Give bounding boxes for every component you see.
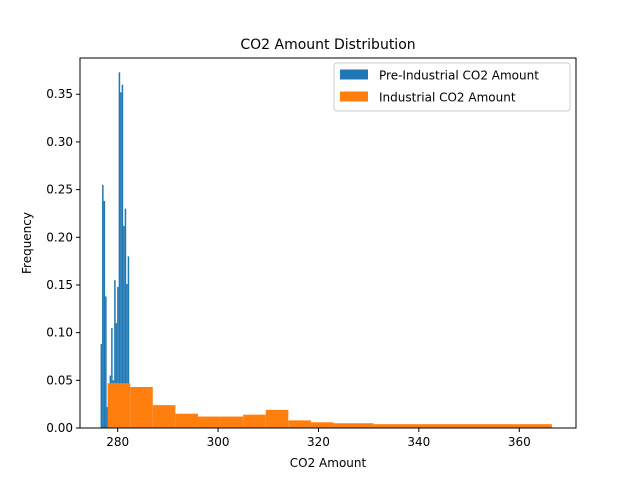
industrial-bar	[288, 420, 311, 428]
legend-box	[333, 62, 571, 112]
x-axis-label: CO2 Amount	[290, 456, 367, 470]
legend-swatch-pre-industrial	[340, 69, 368, 80]
y-tick-label: 0.10	[46, 326, 73, 340]
pre-industrial-bar	[118, 72, 121, 429]
x-tick-label: 360	[508, 435, 531, 449]
pre-industrial-bar	[120, 92, 122, 428]
y-tick-label: 0.35	[46, 87, 73, 101]
industrial-bar	[310, 422, 334, 428]
legend-label-pre-industrial: Pre-Industrial CO2 Amount	[379, 69, 539, 83]
pre-industrial-bar	[124, 208, 127, 428]
pre-industrial-bar	[106, 407, 109, 428]
industrial-bar	[265, 409, 289, 428]
pre-industrial-bar	[103, 201, 106, 428]
y-axis: 0.00 0.05 0.10 0.15 0.20 0.25 0.30 0.35	[46, 87, 80, 435]
industrial-bar	[107, 383, 131, 428]
chart-title: CO2 Amount Distribution	[240, 37, 415, 53]
x-tick-label: 340	[407, 435, 430, 449]
industrial-bar	[220, 416, 244, 428]
legend-label-industrial: Industrial CO2 Amount	[379, 91, 516, 105]
pre-industrial-bar	[115, 323, 118, 428]
x-tick-label: 300	[207, 435, 230, 449]
y-axis-label: Frequency	[20, 212, 34, 274]
legend: Pre-Industrial CO2 Amount Industrial CO2…	[333, 62, 571, 112]
pre-industrial-bar	[123, 225, 125, 428]
industrial-bar	[175, 413, 198, 428]
industrial-bar	[373, 424, 552, 428]
industrial-bar	[130, 386, 153, 428]
pre-industrial-bar	[111, 327, 113, 428]
y-tick-label: 0.00	[46, 421, 73, 435]
pre-industrial-bar	[126, 284, 128, 428]
y-tick-label: 0.20	[46, 230, 73, 244]
x-axis: 280 300 320 340 360	[106, 428, 531, 449]
pre-industrial-bar	[105, 296, 107, 428]
x-tick-label: 280	[106, 435, 129, 449]
industrial-bar	[333, 423, 374, 428]
y-tick-label: 0.30	[46, 135, 73, 149]
pre-industrial-bar	[114, 280, 116, 428]
pre-industrial-bar	[121, 84, 124, 428]
pre-industrial-bar	[117, 286, 119, 428]
pre-industrial-bar	[100, 344, 103, 428]
y-tick-label: 0.25	[46, 183, 73, 197]
y-tick-label: 0.05	[46, 373, 73, 387]
industrial-bar	[197, 416, 221, 428]
plot-frame	[79, 57, 577, 429]
legend-swatch-industrial	[340, 91, 368, 102]
pre-industrial-bar	[127, 256, 130, 428]
bars-layer	[100, 72, 552, 429]
industrial-bar	[243, 414, 266, 428]
x-tick-label: 320	[307, 435, 330, 449]
industrial-bar	[152, 405, 176, 428]
y-tick-label: 0.15	[46, 278, 73, 292]
pre-industrial-bar	[102, 184, 104, 428]
